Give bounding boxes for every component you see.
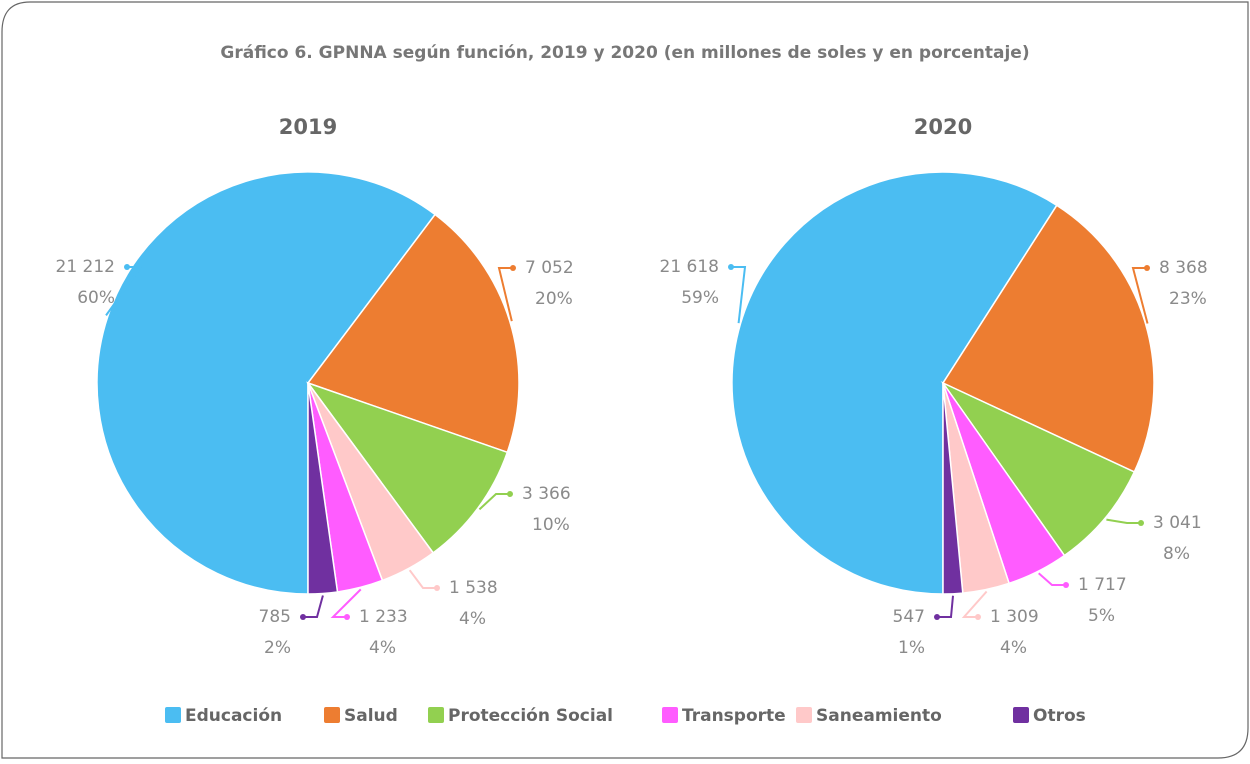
legend-label: Otros: [1033, 706, 1086, 726]
leader-line: [105, 266, 143, 316]
leader-dot: [124, 264, 130, 270]
legend-label: Transporte: [682, 706, 786, 726]
value-label: 1 233: [359, 607, 408, 627]
percent-label: 1%: [898, 638, 925, 658]
leader-line: [1038, 572, 1066, 586]
leader-line: [731, 266, 747, 324]
leader-line: [478, 493, 510, 511]
legend-swatch: [165, 707, 181, 723]
leader-dot: [507, 491, 513, 497]
leader-line: [303, 595, 324, 618]
pie-slice: [941, 204, 1155, 473]
leader-dot: [510, 265, 516, 271]
legend-swatch: [428, 707, 444, 723]
pie-slice: [942, 382, 964, 595]
percent-label: 10%: [532, 515, 570, 535]
legend-label: Educación: [185, 706, 282, 726]
percent-label: 60%: [77, 288, 115, 308]
leader-line: [961, 590, 988, 618]
pie-slice: [96, 171, 437, 595]
value-label: 7 052: [525, 258, 574, 278]
legend-swatch: [324, 707, 340, 723]
percent-label: 4%: [369, 638, 396, 658]
value-label: 1 309: [990, 607, 1039, 627]
percent-label: 2%: [264, 638, 291, 658]
legend-swatch: [796, 707, 812, 723]
value-label: 785: [259, 607, 291, 627]
leader-dot: [1063, 582, 1069, 588]
percent-label: 59%: [681, 288, 719, 308]
percent-label: 23%: [1169, 289, 1207, 309]
value-label: 21 618: [660, 257, 719, 277]
pie-slice: [305, 381, 509, 554]
leader-dot: [1144, 265, 1150, 271]
leader-dot: [934, 614, 940, 620]
value-label: 547: [893, 607, 925, 627]
pie-title: 2019: [279, 115, 337, 139]
pie-title: 2020: [914, 115, 972, 139]
leader-dot: [300, 614, 306, 620]
leader-dot: [728, 264, 734, 270]
percent-label: 4%: [1000, 638, 1027, 658]
leader-dot: [344, 614, 350, 620]
value-label: 3 366: [522, 484, 571, 504]
value-label: 1 717: [1078, 575, 1127, 595]
value-label: 3 041: [1153, 513, 1202, 533]
percent-label: 5%: [1088, 606, 1115, 626]
percent-label: 4%: [459, 609, 486, 629]
value-label: 8 368: [1159, 258, 1208, 278]
pie-slice: [940, 381, 1136, 557]
pie-slice: [306, 213, 520, 454]
percent-label: 8%: [1163, 544, 1190, 564]
pie-slice: [731, 171, 1058, 595]
leader-line: [1131, 267, 1149, 324]
value-label: 21 212: [56, 257, 115, 277]
value-label: 1 538: [449, 578, 498, 598]
leader-line: [497, 267, 513, 322]
legend-label: Salud: [344, 706, 398, 726]
leader-line: [330, 588, 362, 618]
leader-dot: [434, 585, 440, 591]
leader-line: [1106, 518, 1141, 524]
leader-line: [408, 569, 437, 589]
pie-slice: [307, 382, 339, 595]
legend-label: Saneamiento: [816, 706, 942, 726]
legend-swatch: [1013, 707, 1029, 723]
chart-title: Gráfico 6. GPNNA según función, 2019 y 2…: [220, 43, 1029, 63]
percent-label: 20%: [535, 289, 573, 309]
leader-dot: [975, 614, 981, 620]
legend-swatch: [662, 707, 678, 723]
legend-label: Protección Social: [448, 706, 613, 726]
leader-dot: [1138, 520, 1144, 526]
leader-line: [937, 595, 954, 618]
